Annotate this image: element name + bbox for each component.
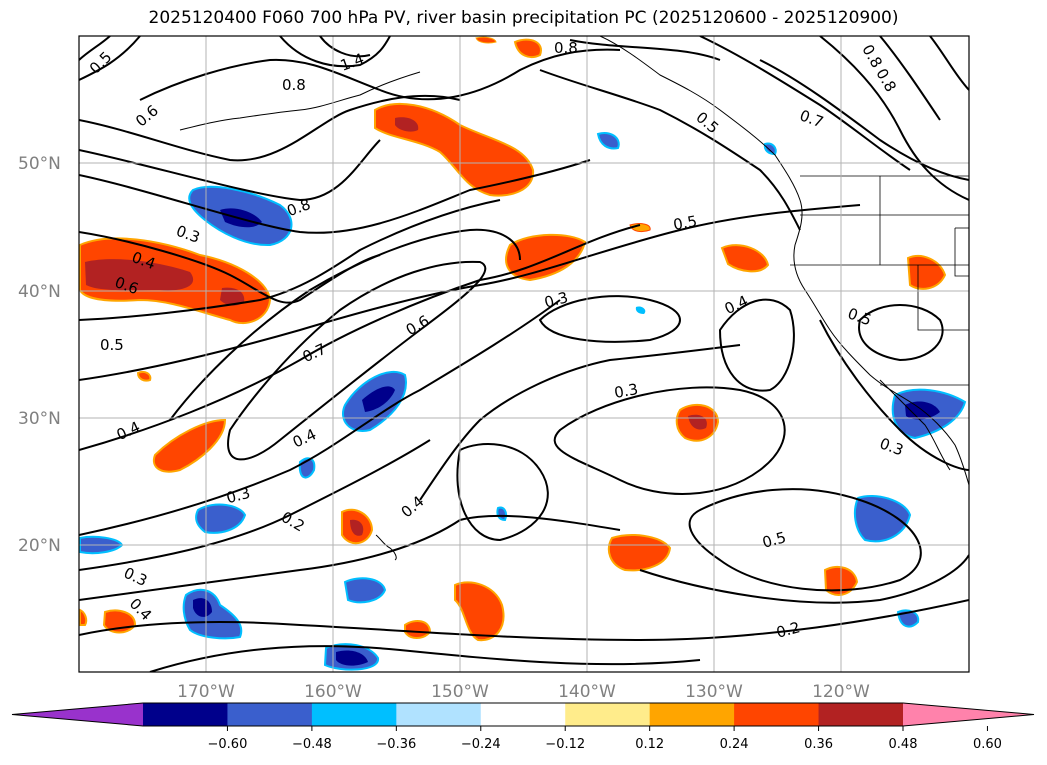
political-borders xyxy=(790,175,969,386)
colorbar-segment xyxy=(565,703,651,726)
lat-label: 30°N xyxy=(18,409,61,429)
lat-label: 50°N xyxy=(18,154,61,174)
precip-blob-core xyxy=(395,117,419,132)
baja-coast xyxy=(879,379,951,471)
lon-label: 170°W xyxy=(177,682,235,702)
coastlines xyxy=(179,36,969,561)
colorbar-tick-label: 0.36 xyxy=(804,737,833,752)
lon-label: 120°W xyxy=(812,682,870,702)
precip-blob-core xyxy=(362,386,395,412)
precip-blob xyxy=(635,306,646,314)
lat-label: 40°N xyxy=(18,282,61,302)
alaska-coast xyxy=(599,36,801,201)
colorbar-segment xyxy=(734,703,820,726)
lon-label: 150°W xyxy=(431,682,489,702)
precip-blob xyxy=(136,370,152,382)
colorbar-segment xyxy=(227,703,313,726)
colorbar-extend-max xyxy=(903,703,1034,726)
colorbar-segment xyxy=(311,703,397,726)
precip-blob-core xyxy=(193,598,212,617)
contour-label: 0.5 xyxy=(760,528,788,552)
precip-blob xyxy=(763,142,777,156)
precip-blob xyxy=(152,418,227,473)
precip-blob xyxy=(906,255,947,290)
precip-blob-core xyxy=(220,287,245,306)
hawaii-islands xyxy=(375,534,397,561)
precip-blob xyxy=(607,534,672,572)
colorbar-tick-label: −0.48 xyxy=(292,737,332,752)
colorbar-segment xyxy=(649,703,735,726)
pv-contours xyxy=(79,36,969,672)
precip-blob-core xyxy=(85,259,194,291)
contour-label: 0.8 xyxy=(554,39,578,57)
precip-blob xyxy=(596,132,620,150)
contour-label: 0.8 xyxy=(282,76,306,94)
lat-labels: 50°N 40°N 30°N 20°N xyxy=(18,154,61,556)
precip-blob xyxy=(496,506,508,522)
colorbar-extend-min xyxy=(12,703,143,726)
precip-blob-core xyxy=(336,650,368,666)
aleutian-islands xyxy=(179,71,421,131)
precip-blob xyxy=(853,494,912,543)
lon-label: 160°W xyxy=(304,682,362,702)
colorbar: −0.60 −0.48 −0.36 −0.24 −0.12 0.12 0.24 0.36 0.4… xyxy=(11,702,1035,752)
lon-labels: 170°W 160°W 150°W 140°W 130°W 120°W xyxy=(177,682,870,702)
contour-label: 0.3 xyxy=(613,380,640,402)
precip-blob xyxy=(195,503,247,534)
colorbar-outline xyxy=(11,702,1035,727)
lat-label: 20°N xyxy=(18,536,61,556)
contour-label: 0.5 xyxy=(100,336,124,354)
colorbar-segment xyxy=(818,703,904,726)
colorbar-segment xyxy=(396,703,482,726)
colorbar-segment xyxy=(143,703,228,726)
map-area xyxy=(79,36,969,672)
lon-label: 140°W xyxy=(558,682,616,702)
contour-label: 0.2 xyxy=(774,618,802,642)
colorbar-tick-label: −0.60 xyxy=(208,737,248,752)
precip-blob-core xyxy=(350,519,364,536)
colorbar-tick-label: −0.36 xyxy=(376,737,416,752)
map-title: 2025120400 F060 700 hPa PV, river basin … xyxy=(148,8,899,28)
gulf-of-california xyxy=(914,404,969,486)
precip-blob xyxy=(404,619,432,639)
colorbar-tick-label: −0.12 xyxy=(545,737,585,752)
na-west-coast xyxy=(793,199,916,406)
precip-blob xyxy=(513,38,542,59)
colorbar-tick-label: 0.24 xyxy=(720,737,749,752)
gridlines xyxy=(79,36,969,672)
precip-blob xyxy=(79,608,88,626)
contour-label: 0.3 xyxy=(224,484,252,508)
colorbar-tick-label: 0.48 xyxy=(889,737,918,752)
precip-blob xyxy=(343,577,387,604)
lon-label: 130°W xyxy=(685,682,743,702)
map-frame xyxy=(78,35,970,673)
contour-label: 0.5 xyxy=(672,212,699,234)
colorbar-tick-label: 0.12 xyxy=(635,737,664,752)
contour-label: 0.3 xyxy=(542,288,570,312)
precip-blob xyxy=(475,36,497,44)
precip-blob xyxy=(720,244,770,273)
precip-blob xyxy=(454,581,505,642)
colorbar-tick-label: 0.60 xyxy=(973,737,1002,752)
colorbar-tick-label: −0.24 xyxy=(461,737,501,752)
colorbar-segment xyxy=(480,703,566,726)
